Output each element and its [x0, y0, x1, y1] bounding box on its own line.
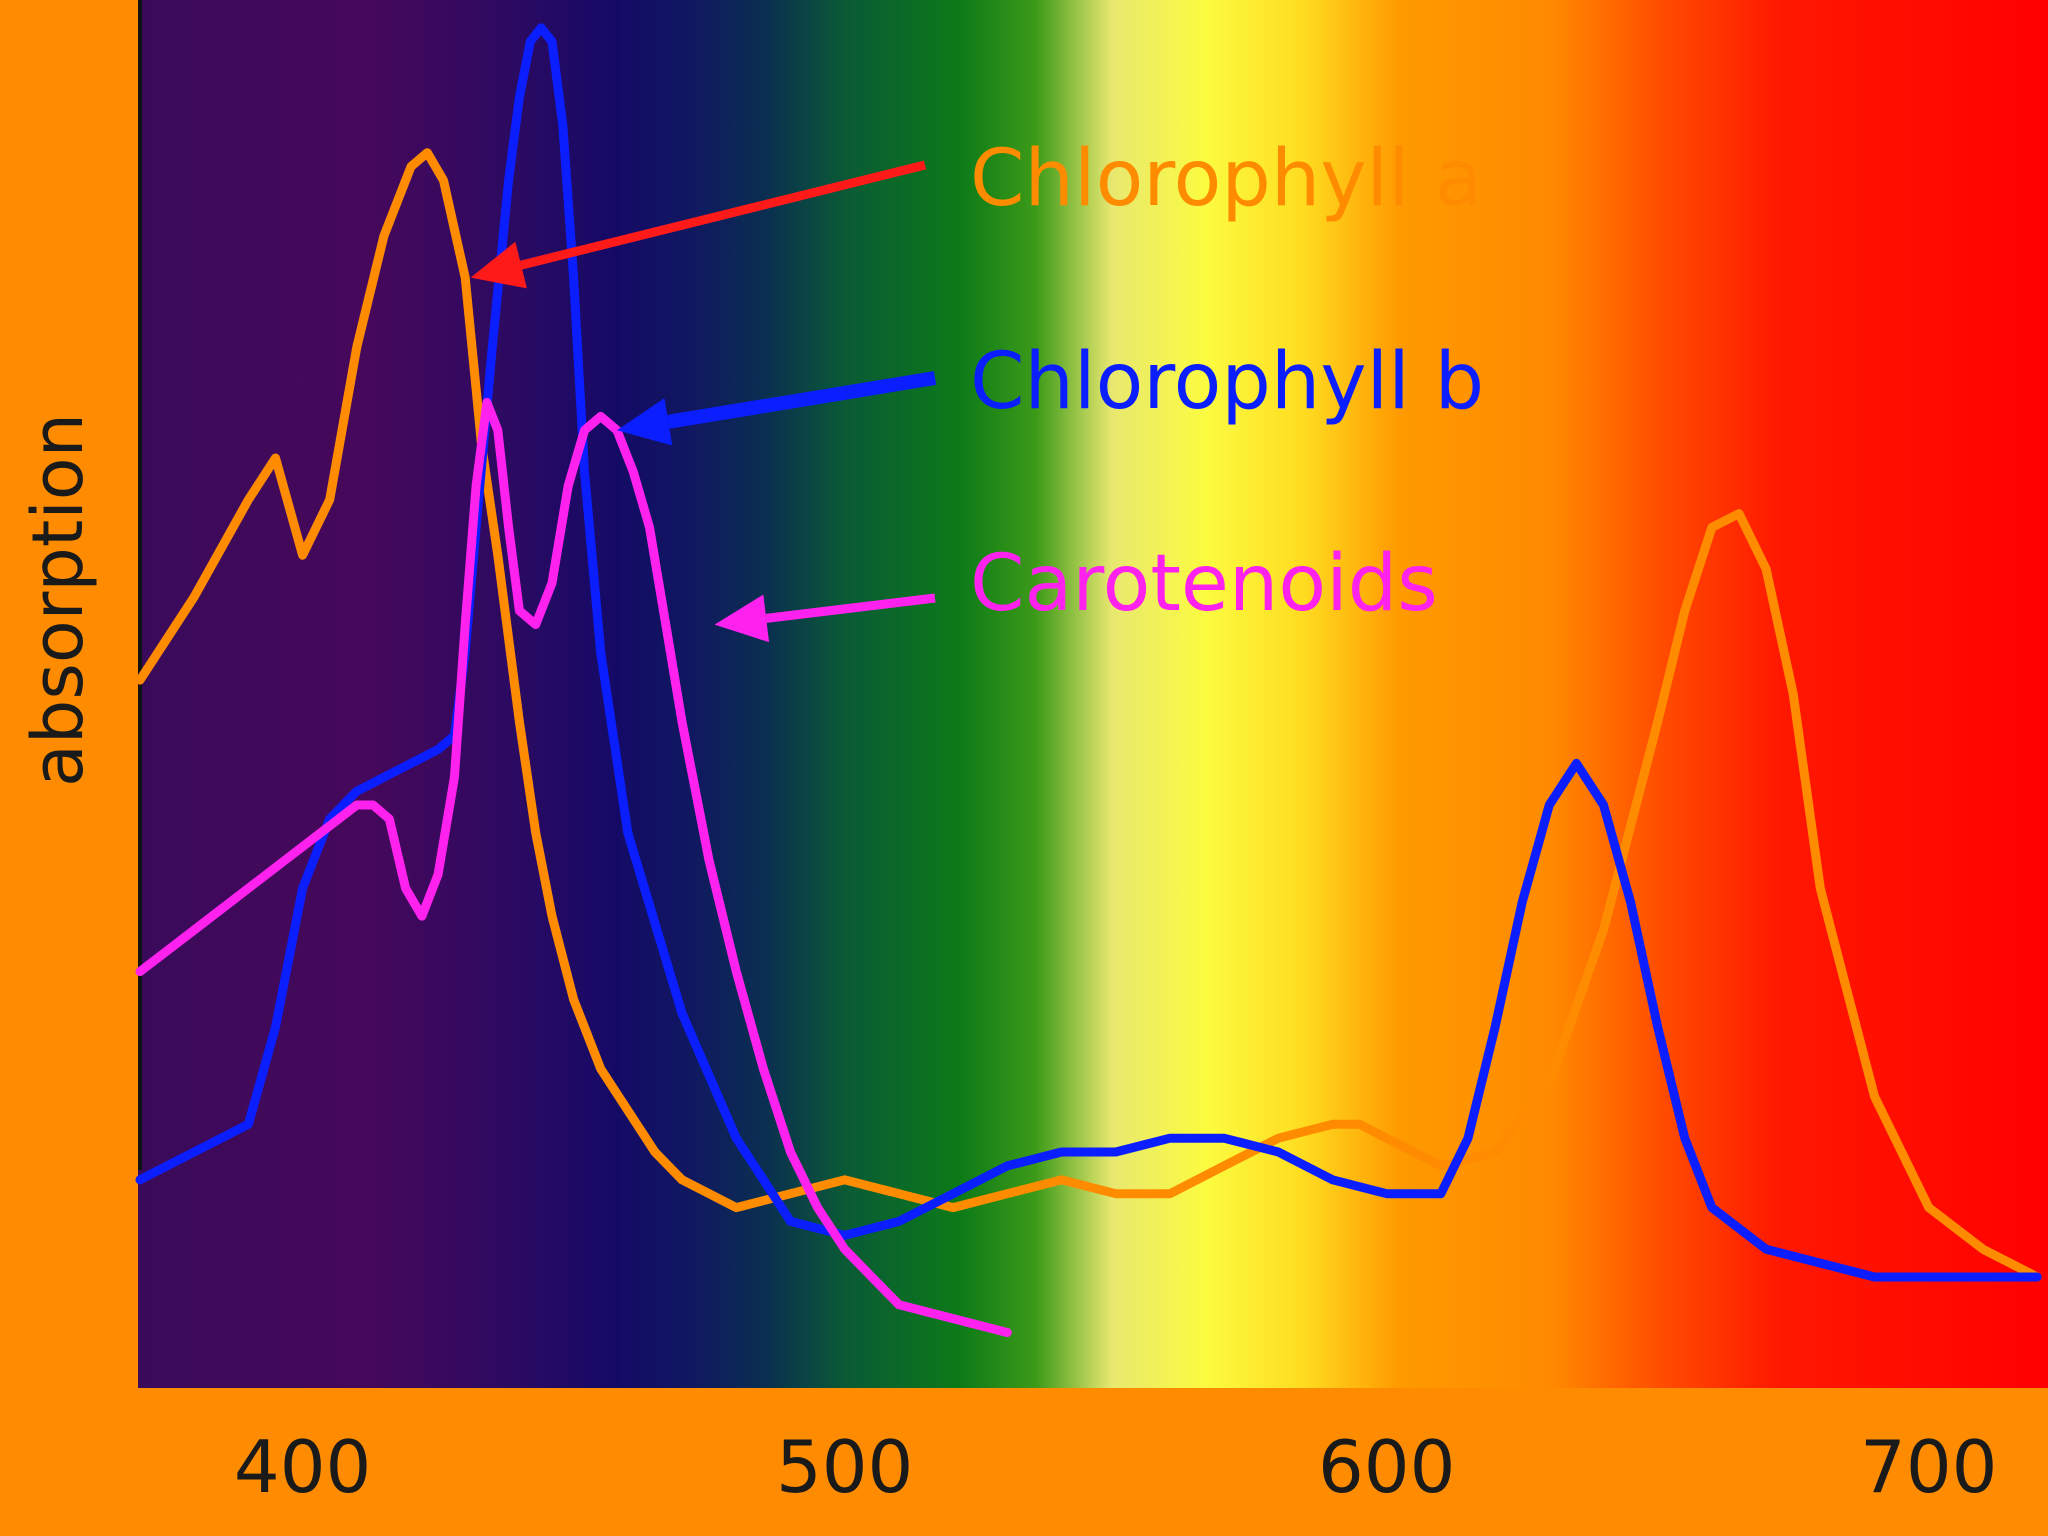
x-tick-label-600: 600 — [1318, 1425, 1455, 1509]
series-line-carotenoids — [135, 398, 1012, 1337]
x-tick-label-500: 500 — [776, 1425, 913, 1509]
legend-label-chlorophyll-b: Chlorophyll b — [970, 337, 1484, 427]
y-axis-label: absorption — [17, 413, 99, 787]
legend-label-chlorophyll-a: Chlorophyll a — [970, 134, 1482, 224]
arrow-head-chlorophyll-b — [617, 398, 673, 446]
series-line-chlorophyll-b — [135, 23, 2042, 1282]
x-tick-label-400: 400 — [234, 1425, 371, 1509]
arrow-head-carotenoids — [714, 594, 770, 643]
series-line-chlorophyll-a — [135, 148, 2042, 1282]
arrow-head-chlorophyll-a — [470, 241, 527, 289]
arrow-shaft-chlorophyll-a — [520, 160, 927, 270]
arrow-shaft-carotenoids — [765, 593, 936, 623]
x-tick-labels: 400 500 600 700 — [234, 1425, 1998, 1509]
x-tick-label-700: 700 — [1860, 1425, 1997, 1509]
legend-label-carotenoids: Carotenoids — [970, 539, 1438, 629]
series-group — [135, 23, 2042, 1337]
arrow-shaft-chlorophyll-b — [667, 371, 937, 429]
legend-annotations: Chlorophyll a Chlorophyll b Carotenoids — [470, 134, 1484, 643]
